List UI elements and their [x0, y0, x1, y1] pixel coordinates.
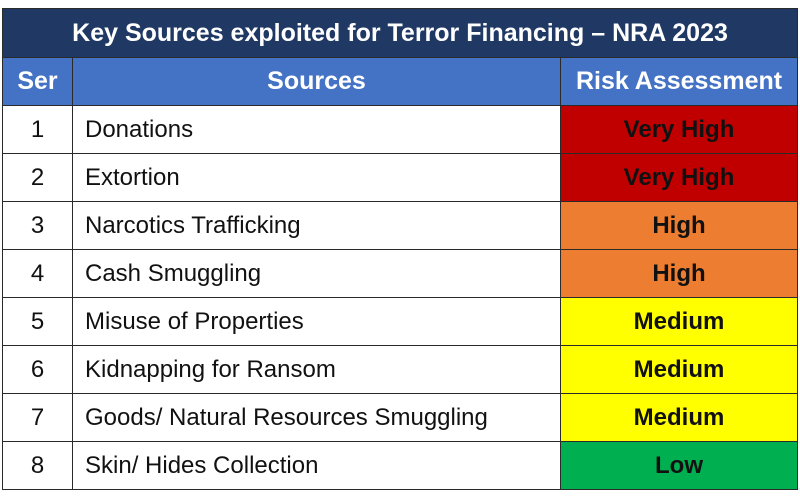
table-row: 2 Extortion Very High: [2, 153, 799, 202]
source-cell: Kidnapping for Ransom: [72, 345, 561, 394]
ser-cell: 7: [2, 393, 73, 442]
risk-cell: High: [559, 249, 799, 298]
header-risk: Risk Assessment: [559, 57, 799, 106]
risk-cell: Medium: [559, 345, 799, 394]
source-cell: Skin/ Hides Collection: [72, 441, 561, 490]
table-row: 6 Kidnapping for Ransom Medium: [2, 345, 799, 394]
risk-cell: High: [559, 201, 799, 250]
ser-cell: 6: [2, 345, 73, 394]
source-cell: Goods/ Natural Resources Smuggling: [72, 393, 561, 442]
risk-cell: Medium: [559, 393, 799, 442]
ser-cell: 3: [2, 201, 73, 250]
ser-cell: 4: [2, 249, 73, 298]
table-row: 4 Cash Smuggling High: [2, 249, 799, 298]
table-row: 5 Misuse of Properties Medium: [2, 297, 799, 346]
risk-cell: Low: [559, 441, 799, 490]
source-cell: Extortion: [72, 153, 561, 202]
table-title: Key Sources exploited for Terror Financi…: [1, 8, 799, 58]
risk-table: Key Sources exploited for Terror Financi…: [1, 8, 799, 490]
ser-cell: 2: [2, 153, 73, 202]
source-cell: Misuse of Properties: [72, 297, 561, 346]
risk-cell: Very High: [559, 105, 799, 154]
ser-cell: 1: [2, 105, 73, 154]
risk-cell: Medium: [559, 297, 799, 346]
header-ser: Ser: [2, 57, 73, 106]
table-row: 3 Narcotics Trafficking High: [2, 201, 799, 250]
table-row: 7 Goods/ Natural Resources Smuggling Mediu…: [2, 393, 799, 442]
source-cell: Donations: [72, 105, 561, 154]
source-cell: Narcotics Trafficking: [72, 201, 561, 250]
source-cell: Cash Smuggling: [72, 249, 561, 298]
ser-cell: 8: [2, 441, 73, 490]
risk-cell: Very High: [559, 153, 799, 202]
header-sources: Sources: [72, 57, 561, 106]
table-row: 1 Donations Very High: [2, 105, 799, 154]
ser-cell: 5: [2, 297, 73, 346]
table-row: 8 Skin/ Hides Collection Low: [2, 441, 799, 490]
